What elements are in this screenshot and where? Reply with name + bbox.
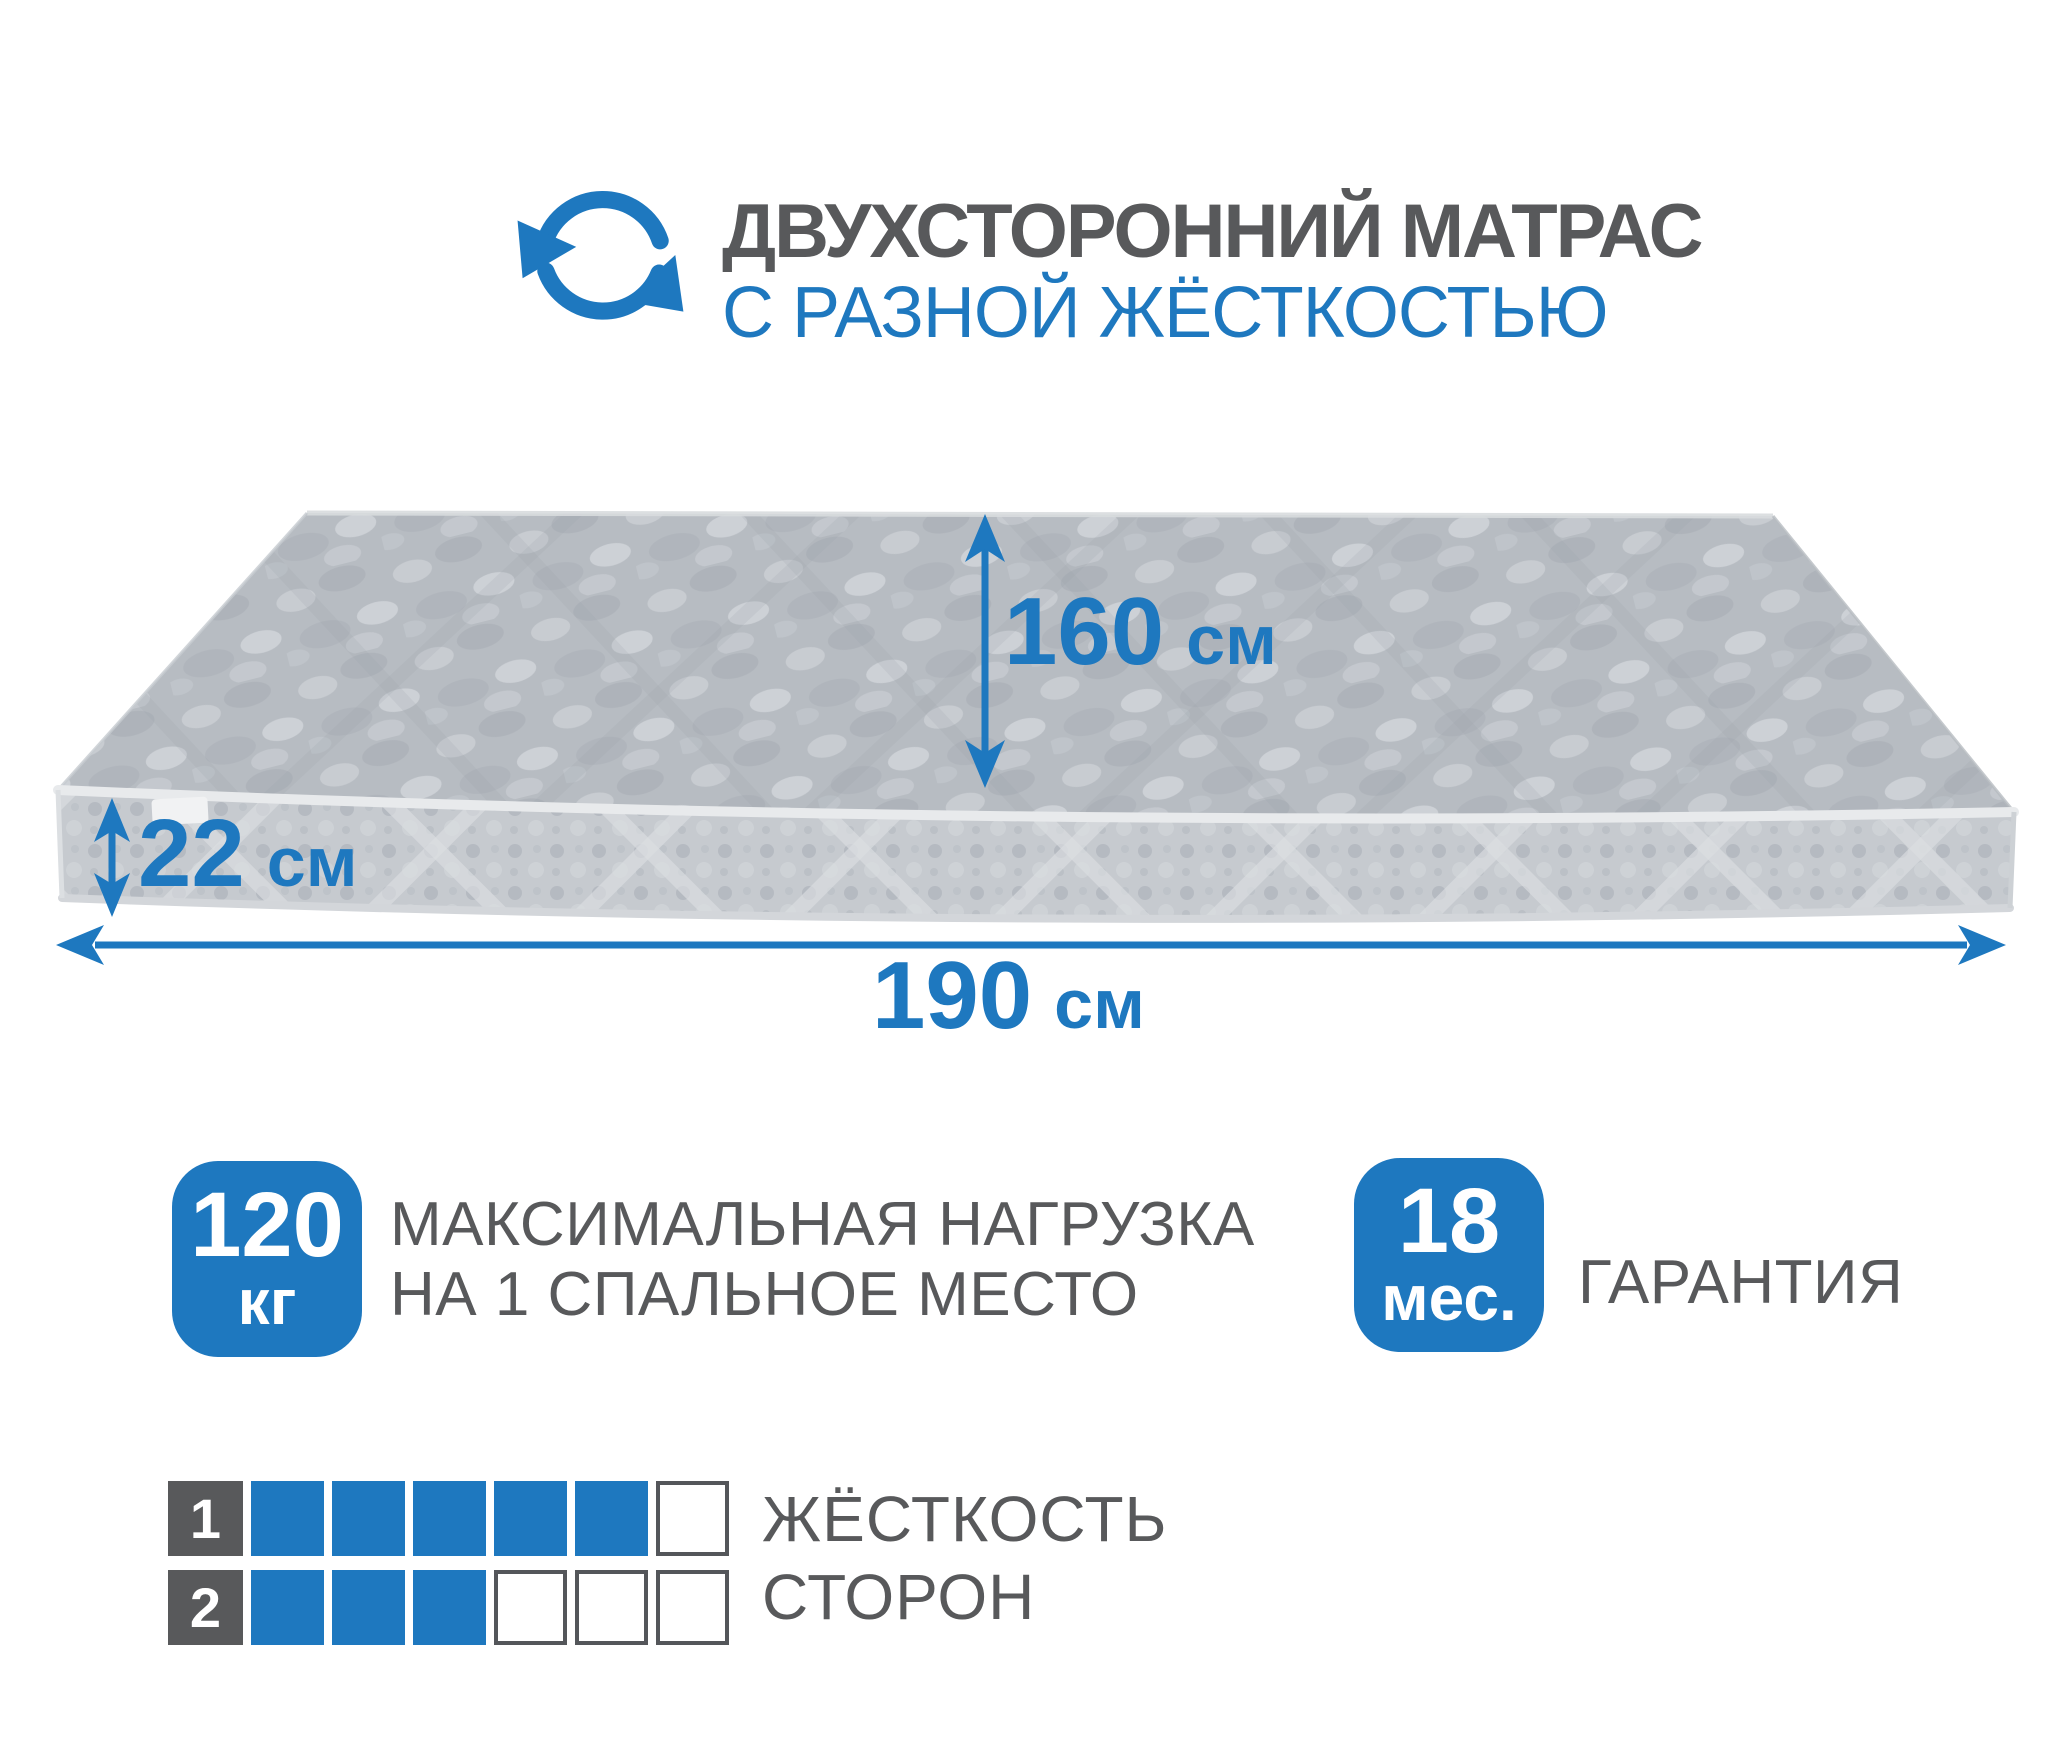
hardness-cell-empty [656,1481,729,1556]
max-load-unit: кг [237,1266,297,1339]
hardness-cell-filled [575,1481,648,1556]
max-load-badge: 120 кг [172,1161,362,1357]
rotate-arrows-icon [517,190,684,320]
hardness-row: 2 [168,1570,729,1645]
height-arrow [94,798,130,917]
hardness-row: 1 [168,1481,729,1556]
width-unit: см [1186,601,1277,679]
height-unit: см [266,823,358,901]
hardness-cell-filled [494,1481,567,1556]
page-subtitle: С РАЗНОЙ ЖЁСТКОСТЬЮ [722,273,1608,353]
hardness-cell-filled [332,1570,405,1645]
length-arrow [56,925,2006,965]
hardness-cell-filled [332,1481,405,1556]
hardness-row-label: 1 [168,1481,243,1556]
mattress-piping-top [53,785,2019,824]
hardness-cell-filled [413,1481,486,1556]
warranty-caption: ГАРАНТИЯ [1578,1248,1904,1317]
width-arrow [965,514,1005,788]
mattress-image [53,510,2019,965]
length-value: 190 [872,942,1033,1049]
dimension-arrows [56,514,2006,965]
page-title: ДВУХСТОРОННИЙ МАТРАС [722,189,1704,274]
hardness-cell-filled [413,1570,486,1645]
hardness-row-label: 2 [168,1570,243,1645]
length-dimension-label: 190 см [872,948,1145,1044]
warranty-value: 18 [1397,1169,1501,1272]
mattress-side-band [53,785,2019,923]
hardness-cell-empty [656,1570,729,1645]
hardness-cell-filled [251,1481,324,1556]
width-value: 160 [1004,578,1165,685]
mattress-top-face [56,510,2016,819]
hardness-caption: ЖЁСТКОСТЬ СТОРОН [762,1480,1168,1636]
hardness-caption-line2: СТОРОН [762,1561,1036,1633]
height-value: 22 [138,800,245,907]
max-load-caption-line1: МАКСИМАЛЬНАЯ НАГРУЗКА [390,1190,1255,1259]
hardness-cell-empty [494,1570,567,1645]
hardness-caption-line1: ЖЁСТКОСТЬ [762,1483,1168,1555]
mattress-piping-bottom [58,894,2014,923]
max-load-value: 120 [190,1173,344,1276]
height-dimension-label: 22 см [138,806,358,902]
mattress-tag [151,796,209,826]
hardness-cell-filled [251,1570,324,1645]
length-unit: см [1054,965,1145,1043]
max-load-caption-line2: НА 1 СПАЛЬНОЕ МЕСТО [390,1260,1139,1329]
width-dimension-label: 160 см [1004,584,1277,680]
warranty-unit: мес. [1381,1262,1517,1335]
max-load-caption: МАКСИМАЛЬНАЯ НАГРУЗКА НА 1 СПАЛЬНОЕ МЕСТ… [390,1190,1255,1330]
warranty-badge: 18 мес. [1354,1158,1544,1352]
hardness-cell-empty [575,1570,648,1645]
